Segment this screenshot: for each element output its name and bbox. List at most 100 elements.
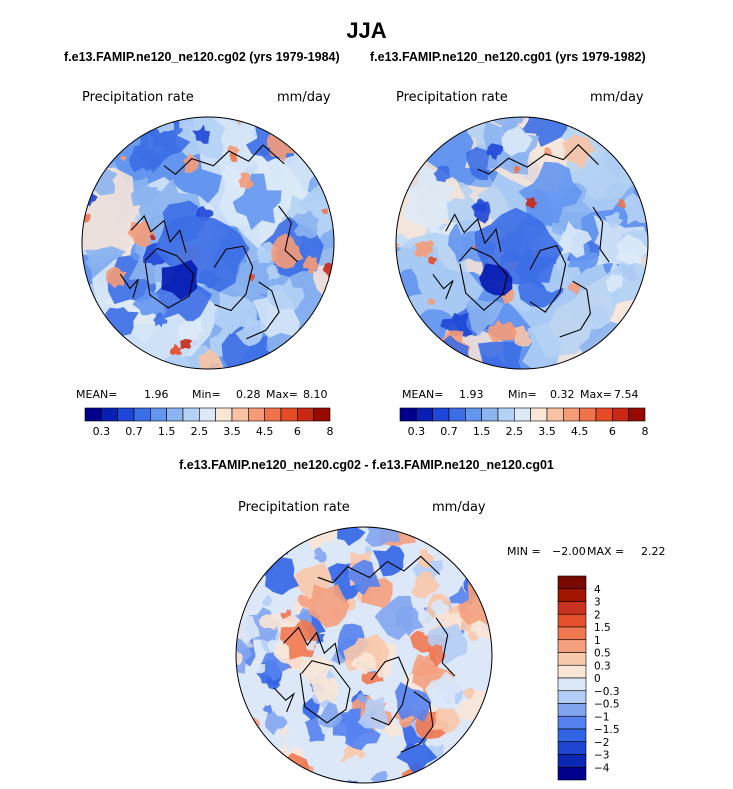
map-difference-blob (264, 557, 299, 595)
map-cg01-blob (486, 143, 504, 160)
colorbar-difference-swatch (557, 703, 587, 717)
map-cg02-blob (292, 210, 320, 239)
colorbar-cg01-tick-label: 3.5 (538, 425, 556, 438)
map-cg01-blob (556, 221, 592, 258)
colorbar-cg01-tick-label: 8 (642, 425, 649, 438)
map-difference-blob (468, 630, 479, 642)
colorbar-difference-tick-label: 0.5 (594, 648, 611, 660)
colorbar-cg01-tick-label: 1.5 (473, 425, 491, 438)
colorbar-difference-swatch (557, 639, 587, 653)
panel-a-units: mm/day (277, 90, 331, 105)
diff-max: 2.22 (641, 545, 666, 558)
map-difference-blob (411, 570, 440, 599)
map-cg01-blob (414, 239, 434, 259)
map-cg02-coastline (278, 205, 298, 263)
map-cg01-blob (402, 163, 459, 233)
colorbar-cg02-tick-label: 1.5 (158, 425, 176, 438)
map-cg01-blob (440, 312, 473, 337)
colorbar-difference-tick-label: 2 (594, 609, 601, 621)
colorbar-difference-swatch (557, 575, 587, 590)
map-difference-blob (262, 595, 272, 606)
map-cg02-greenland-core (161, 259, 198, 300)
colorbar-difference-swatch (557, 613, 587, 628)
map-difference-blob (337, 527, 366, 546)
map-difference-blob (262, 704, 272, 714)
colorbar-cg01-swatch (432, 407, 450, 422)
map-difference-blob (357, 692, 368, 704)
map-difference-blob (258, 614, 280, 631)
panel-a-min-label: Min= (192, 388, 221, 401)
map-difference-blob (396, 742, 438, 777)
map-cg01-blob (396, 241, 400, 250)
colorbar-cg01-tick-label: 0.3 (408, 425, 426, 438)
map-cg01 (395, 116, 649, 370)
map-cg02-blob (149, 234, 156, 241)
colorbar-cg01-swatch (628, 407, 646, 422)
colorbar-cg02-tick-label: 0.3 (93, 425, 111, 438)
colorbar-cg01-swatch (481, 407, 499, 422)
map-difference-blob (394, 682, 432, 723)
map-difference-blob (362, 527, 401, 547)
colorbar-difference-tick-label: −1 (594, 711, 609, 723)
map-cg02-blob (143, 242, 170, 266)
map-cg02-blob (266, 264, 281, 281)
colorbar-cg02-swatch (84, 407, 102, 422)
colorbar-cg02-swatch (182, 407, 200, 422)
colorbar-difference-tick-label: −4 (594, 762, 610, 774)
colorbar-cg01-tick-label: 6 (609, 425, 616, 438)
colorbar-cg01-tick-label: 0.7 (440, 425, 458, 438)
map-cg02-blob (227, 145, 241, 157)
figure-title: JJA (346, 18, 387, 43)
map-difference-blob (431, 707, 461, 734)
colorbar-cg01-swatch (465, 407, 482, 422)
map-difference-coastline (273, 687, 296, 713)
panel-b-max-label: Max= (580, 388, 612, 401)
colorbar-cg02-swatch (117, 407, 135, 422)
map-difference-blob (380, 722, 403, 739)
diff-min: −2.00 (552, 545, 586, 558)
panel-b-min: 0.32 (550, 388, 575, 401)
map-difference-blob (236, 637, 253, 674)
map-cg01-blob (487, 319, 517, 343)
difference-title: f.e13.FAMIP.ne120_ne120.cg02 - f.e13.FAM… (179, 458, 554, 472)
map-cg02-blob (128, 145, 160, 173)
map-cg02-blob (180, 339, 193, 350)
colorbar-difference-tick-label: 3 (594, 597, 601, 609)
map-cg02-blob (183, 153, 199, 174)
panel-a-variable: Precipitation rate (82, 90, 194, 105)
map-difference-blob (264, 711, 288, 736)
map-difference-blob (351, 651, 376, 675)
map-cg01-border (395, 116, 649, 370)
diff-variable: Precipitation rate (238, 500, 350, 515)
panel-a-max: 8.10 (303, 388, 328, 401)
map-difference-coastline (370, 656, 409, 726)
colorbar-cg01-swatch (399, 407, 417, 422)
map-cg02-blob (86, 168, 118, 196)
map-difference-blob (425, 671, 463, 707)
map-cg02-blob (302, 255, 319, 274)
map-difference-blob (269, 749, 278, 758)
map-cg01-blob (615, 234, 648, 265)
colorbar-difference-tick-label: 4 (594, 584, 601, 596)
diff-units: mm/day (432, 500, 486, 515)
map-cg02-blob (266, 277, 305, 310)
colorbar-difference-tick-label: −3 (594, 750, 609, 762)
map-cg01-coastline (432, 273, 454, 300)
colorbar-difference-tick-label: −0.5 (594, 699, 620, 711)
colorbar-cg02-tick-label: 3.5 (223, 425, 241, 438)
map-cg02-blob (170, 343, 183, 355)
colorbar-cg02-tick-label: 6 (294, 425, 301, 438)
map-difference-blob (311, 676, 340, 704)
colorbar-difference-tick-label: 0 (594, 673, 601, 685)
map-cg02-blob (198, 348, 224, 369)
map-difference-blob (307, 584, 350, 628)
colorbar-cg02-swatch (280, 407, 298, 422)
map-cg02-blob (153, 312, 168, 328)
colorbar-cg01-swatch (416, 407, 433, 422)
case-a-title: f.e13.FAMIP.ne120_ne120.cg02 (yrs 1979-1… (64, 50, 340, 64)
map-cg02-coastline (163, 144, 285, 176)
map-cg02-blob (296, 177, 334, 235)
colorbar-cg02-swatch (313, 407, 331, 422)
colorbar-difference-swatch (557, 715, 587, 730)
